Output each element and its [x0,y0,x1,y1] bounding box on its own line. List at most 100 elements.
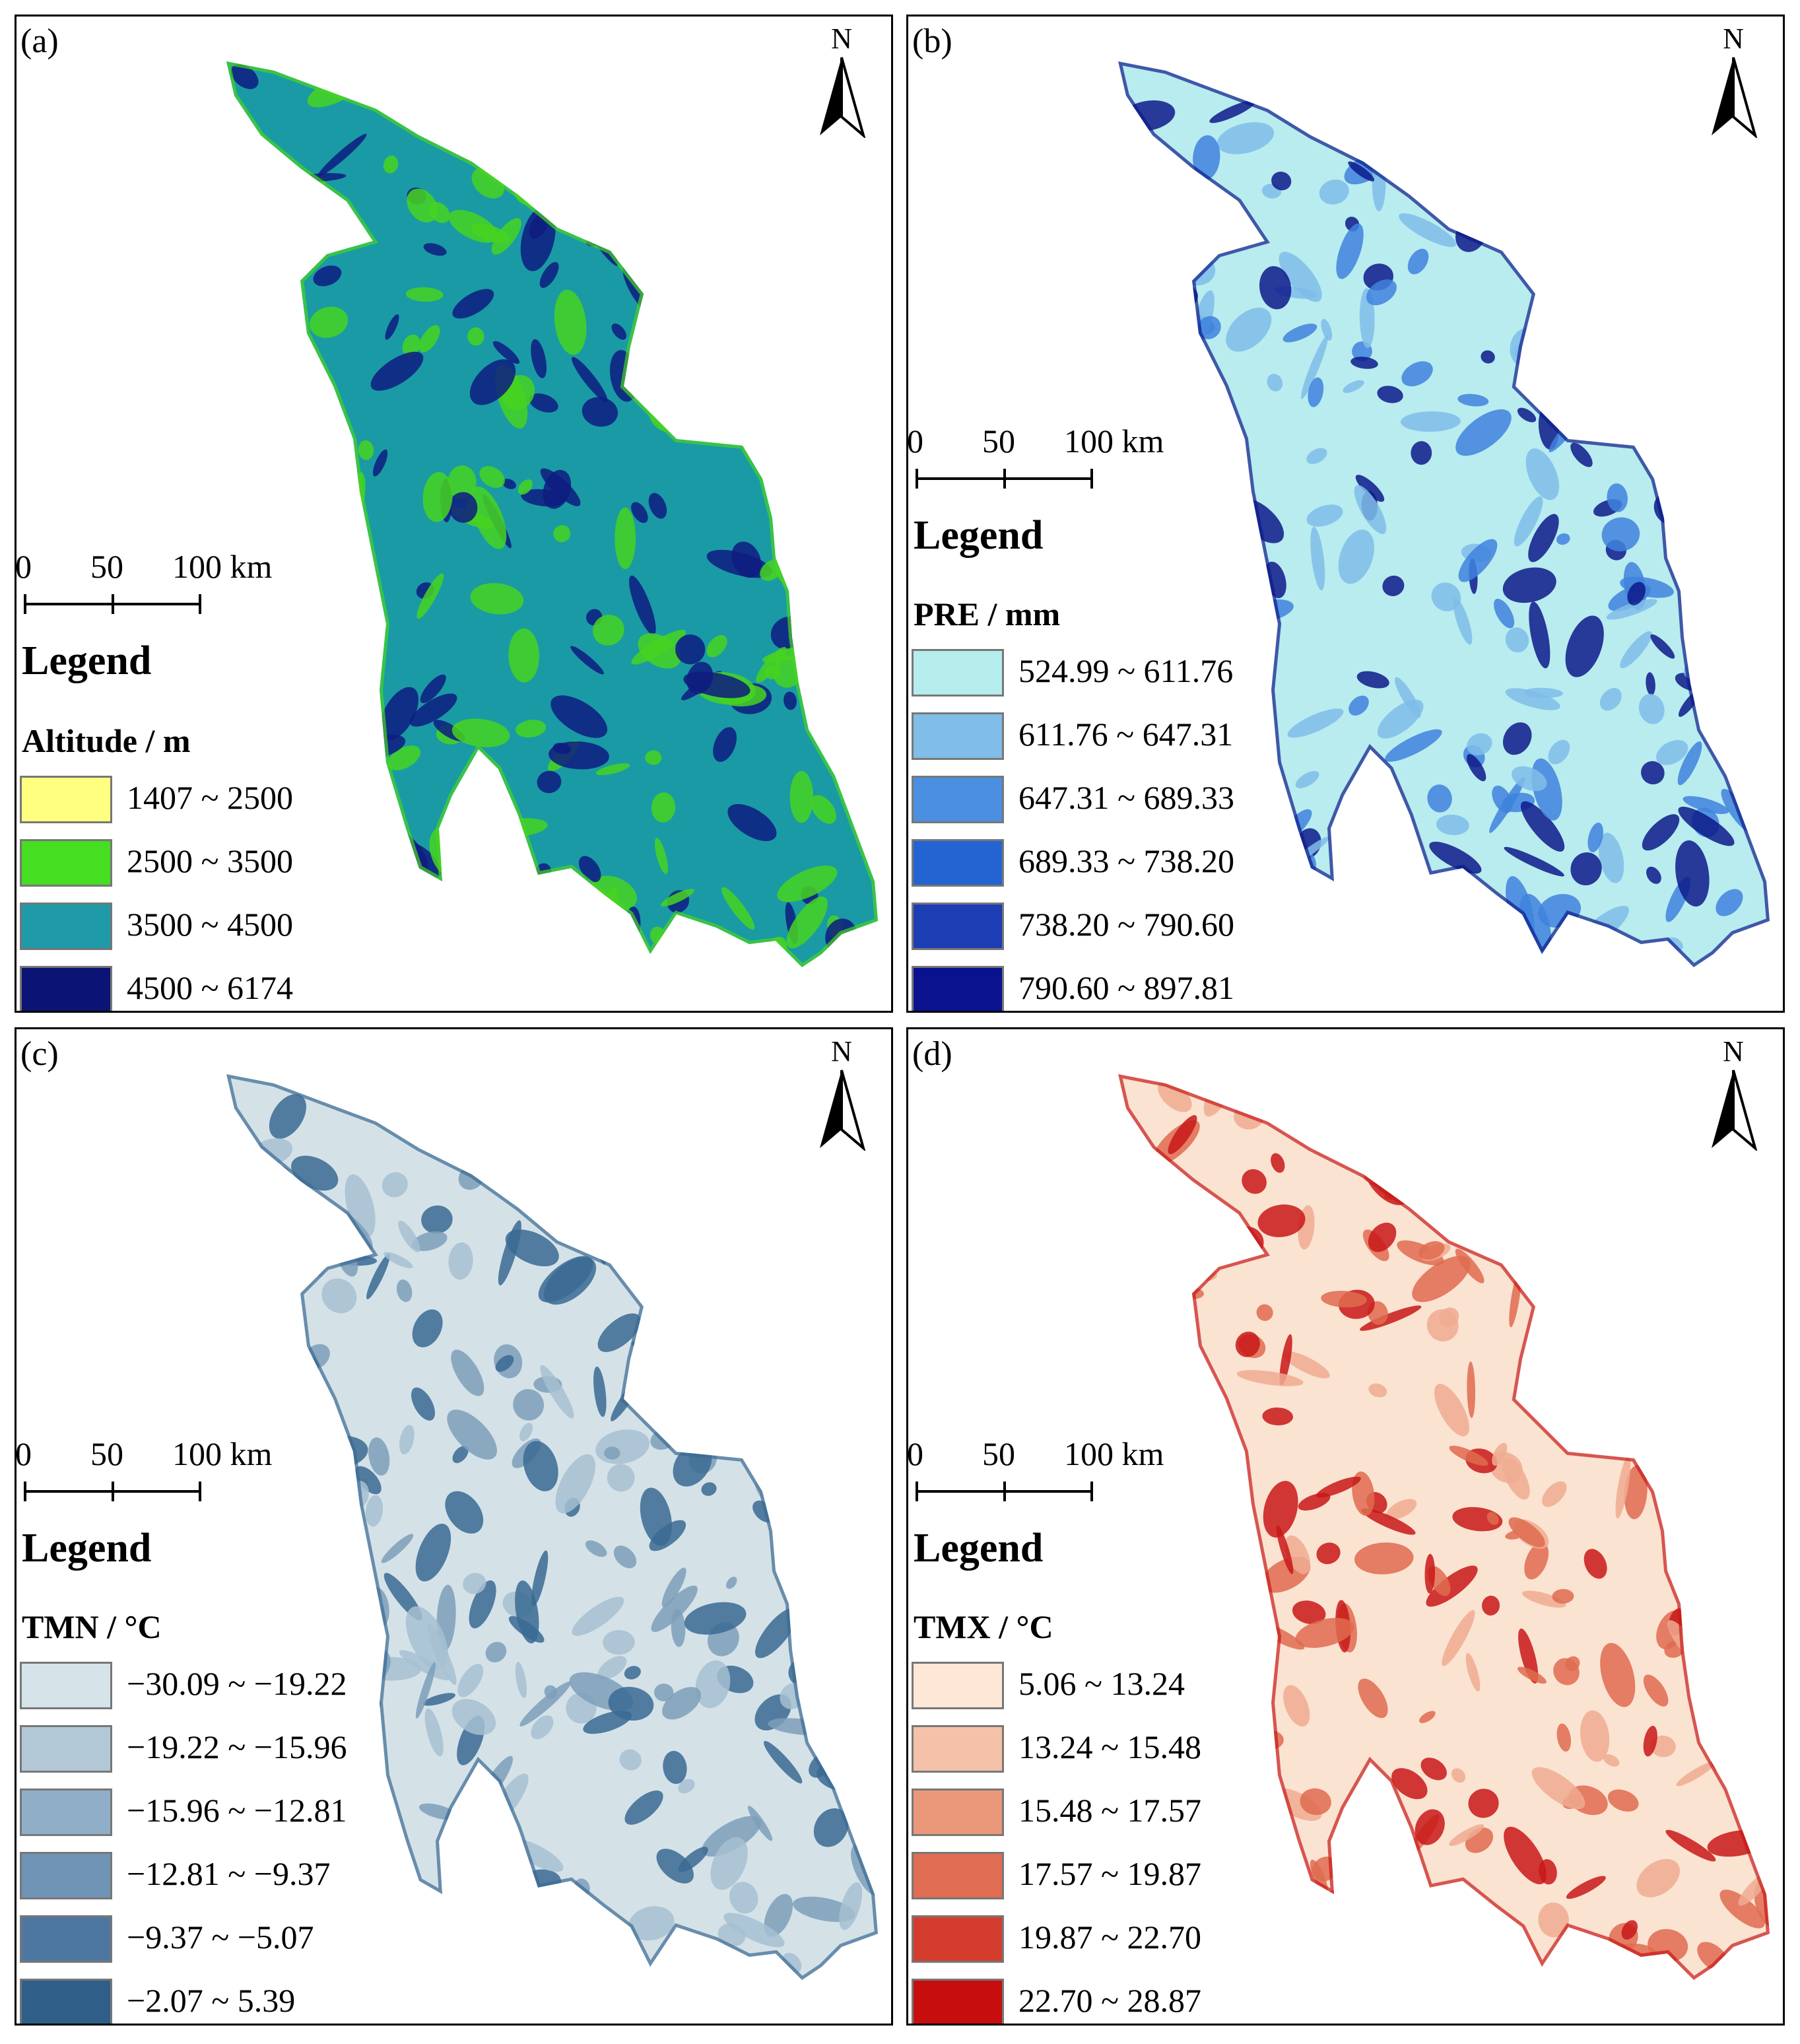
terrain-patch [686,662,714,695]
terrain-patch [770,428,785,456]
terrain-patch [1131,248,1144,271]
terrain-patch [1442,106,1470,131]
terrain-patch [398,1220,420,1252]
terrain-patch [1501,61,1541,102]
terrain-patch [519,1681,571,1726]
terrain-patch [1185,1508,1218,1538]
terrain-patch [1467,733,1492,756]
terrain-patch [365,1825,397,1851]
terrain-patch [1209,100,1255,123]
terrain-patch [1331,955,1373,967]
terrain-patch [356,823,383,856]
terrain-patch [259,1575,313,1614]
terrain-patch [1242,1660,1269,1690]
terrain-patch [459,107,487,148]
terrain-patch [1682,462,1719,510]
terrain-patch [1550,331,1570,365]
terrain-patch [761,222,799,256]
terrain-patch [462,83,513,120]
terrain-patch [421,1205,453,1234]
terrain-patch [1670,278,1725,311]
terrain-patch [661,1567,686,1608]
terrain-patch [543,1959,580,1980]
terrain-patch [1197,316,1221,339]
terrain-patch [1747,266,1768,294]
terrain-patch [366,850,383,916]
terrain-patch [310,1220,326,1277]
terrain-patch [1180,1256,1199,1280]
terrain-patch [382,1172,408,1198]
terrain-patch [248,1625,289,1662]
terrain-patch [1526,1965,1588,1980]
terrain-patch [1706,1161,1731,1208]
terrain-patch [238,160,258,179]
terrain-patch [555,1454,595,1514]
terrain-patch [1316,1542,1341,1565]
terrain-patch [1758,728,1770,749]
terrain-patch [515,1662,527,1698]
terrain-patch [1650,634,1675,659]
legend-swatch [20,1788,112,1836]
terrain-patch [468,1904,511,1958]
terrain-patch [1366,279,1397,306]
terrain-patch [747,1806,773,1841]
terrain-patch [717,1923,746,1947]
terrain-patch [1565,615,1604,677]
terrain-patch [624,1666,641,1680]
terrain-patch [1131,226,1150,246]
terrain-patch [1518,1628,1539,1684]
terrain-patch [319,1707,339,1721]
terrain-patch [1301,335,1328,399]
terrain-patch [1471,67,1494,86]
legend-swatch [912,839,1004,887]
terrain-patch [1259,1911,1307,1947]
terrain-patch [405,287,444,302]
terrain-patch [1193,135,1220,180]
terrain-patch [1651,1367,1677,1394]
legend-item-label: −15.96 ~ −12.81 [127,1792,347,1829]
terrain-patch [1185,1415,1217,1433]
terrain-patch [1552,1588,1574,1604]
terrain-patch [1363,88,1393,114]
terrain-patch [710,1837,748,1890]
terrain-patch [1504,137,1539,175]
terrain-patch [819,1645,844,1666]
terrain-patch [1539,1859,1557,1885]
terrain-patch [411,1387,435,1421]
terrain-patch [1130,1375,1197,1408]
map-panel-c: (c) N 0 50 100 km Legend TMN / °C −30.09… [15,1027,893,2026]
terrain-patch [677,1165,721,1207]
terrain-patch [576,103,589,115]
terrain-patch [1426,1565,1478,1607]
panel-label: (c) [20,1035,59,1073]
terrain-patch [815,1736,829,1750]
terrain-patch [1542,88,1574,119]
terrain-patch [1621,1920,1638,1940]
terrain-patch [1156,1532,1195,1571]
legend-swatch [912,1852,1004,1899]
legend-item-label: 738.20 ~ 790.60 [1018,906,1235,943]
terrain-patch [457,63,481,112]
terrain-patch [1453,597,1473,645]
terrain-patch [1356,671,1389,689]
terrain-patch [1498,946,1517,967]
terrain-patch [597,1656,627,1680]
watershed-map [1118,1074,1770,1980]
terrain-patch [1235,1331,1260,1357]
terrain-patch [1626,246,1662,279]
terrain-patch [1271,172,1292,191]
terrain-patch [1751,1456,1770,1473]
watershed-map [1118,61,1770,967]
legend-swatch [20,1852,112,1899]
terrain-patch [648,1345,671,1410]
terrain-patch [252,296,276,324]
terrain-patch [844,1473,878,1491]
legend-variable: Altitude / m [22,722,191,759]
terrain-patch [726,1577,737,1589]
terrain-patch [1118,202,1146,233]
terrain-patch [610,1190,645,1208]
legend-swatch [912,903,1004,950]
terrain-patch [850,1666,878,1698]
terrain-patch [1158,473,1175,493]
terrain-patch [448,1242,473,1280]
